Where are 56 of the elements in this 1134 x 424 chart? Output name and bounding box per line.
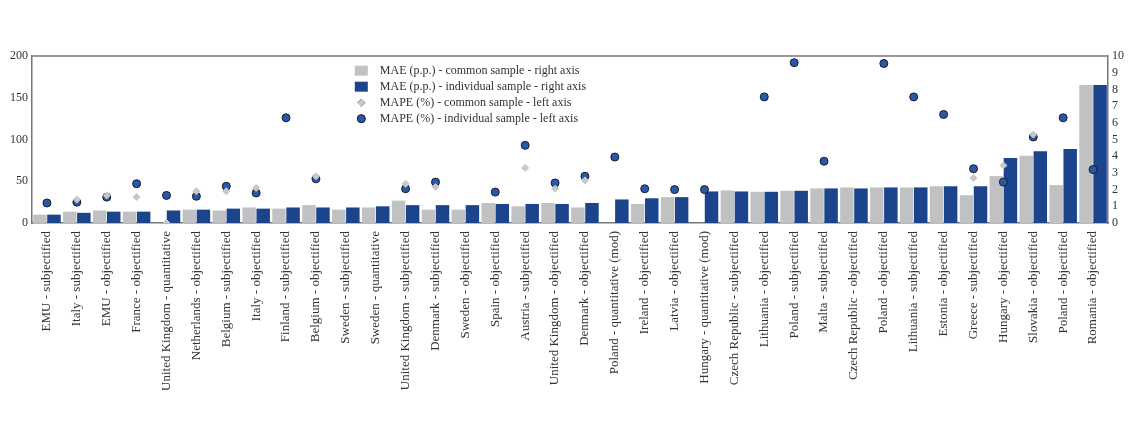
x-tick-label: Belgium - subjectified bbox=[217, 230, 233, 348]
x-tick-label: Austria - subjectified bbox=[516, 230, 532, 341]
x-tick-label: Sweden - subjectified bbox=[337, 230, 353, 344]
y2-tick-label: 7 bbox=[1112, 98, 1118, 113]
y2-tick-label: 1 bbox=[1112, 198, 1118, 213]
x-tick-label: Denmark - objectified bbox=[576, 230, 592, 346]
x-tick-label: Poland - objectified bbox=[1054, 230, 1070, 334]
x-tick-label: United Kingdom - quantitative bbox=[157, 230, 173, 391]
x-tick-label: Greece - subjectified bbox=[964, 230, 980, 340]
x-tick-label: Italy - objectified bbox=[247, 230, 263, 322]
x-tick-label: Spain - objectified bbox=[486, 230, 502, 328]
x-tick-label: Ireland - objectified bbox=[636, 230, 652, 335]
y-tick-label: 50 bbox=[16, 173, 28, 188]
x-tick-label: United Kingdom - subjectified bbox=[397, 230, 413, 391]
x-tick-label: Italy - subjectified bbox=[68, 230, 84, 327]
y2-tick-label: 5 bbox=[1112, 131, 1118, 146]
x-tick-label: Finland - subjectified bbox=[277, 230, 293, 343]
x-tick-label: Hungary - quantitative (mod) bbox=[695, 231, 711, 384]
y-tick-label: 100 bbox=[10, 131, 28, 146]
x-tick-label: Estonia - objectified bbox=[935, 230, 951, 337]
x-tick-label: Latvia - objectified bbox=[666, 230, 682, 331]
x-tick-label: Belgium - objectified bbox=[307, 230, 323, 343]
y-tick-label: 200 bbox=[10, 48, 28, 63]
y2-tick-label: 4 bbox=[1112, 148, 1118, 163]
y-tick-label: 0 bbox=[22, 215, 28, 230]
y2-tick-label: 8 bbox=[1112, 81, 1118, 96]
x-tick-label: EMU - objectified bbox=[98, 230, 114, 327]
legend-label: MAE (p.p.) - individual sample - right axis bbox=[379, 78, 587, 93]
y2-tick-label: 10 bbox=[1112, 48, 1124, 63]
x-tick-label: Romania - objectified bbox=[1084, 230, 1100, 345]
y2-tick-label: 9 bbox=[1112, 64, 1118, 79]
x-tick-label: EMU - subjectified bbox=[38, 230, 54, 332]
x-tick-label: Sweden - quantitative bbox=[367, 230, 383, 345]
x-tick-label: France - objectified bbox=[128, 230, 144, 333]
x-tick-label: United Kingdom - objectified bbox=[546, 230, 562, 386]
x-tick-label: Denmark - subjectified bbox=[426, 230, 442, 351]
y2-tick-label: 3 bbox=[1112, 165, 1118, 180]
legend-label: MAPE (%) - common sample - left axis bbox=[379, 94, 572, 109]
x-tick-label: Czech Republic - objectified bbox=[845, 230, 861, 381]
x-tick-label: Netherlands - objectified bbox=[187, 230, 203, 361]
x-tick-label: Lithuania - subjectified bbox=[905, 230, 921, 353]
x-tick-label: Hungary - objectified bbox=[994, 230, 1010, 343]
legend-label: MAE (p.p.) - common sample - right axis bbox=[379, 62, 580, 77]
x-tick-label: Sweden - objectified bbox=[456, 230, 472, 339]
y2-tick-label: 6 bbox=[1112, 114, 1118, 129]
x-tick-label: Malta - subjectified bbox=[815, 230, 831, 333]
x-tick-label: Slovakia - objectified bbox=[1024, 230, 1040, 343]
x-tick-label: Czech Republic - subjectified bbox=[725, 230, 741, 386]
x-tick-label: Poland - objectified bbox=[875, 230, 891, 334]
x-tick-label: Poland - subjectified bbox=[785, 230, 801, 339]
y2-tick-label: 2 bbox=[1112, 181, 1118, 196]
y-tick-label: 150 bbox=[10, 89, 28, 104]
legend-label: MAPE (%) - individual sample - left axis bbox=[379, 110, 579, 125]
x-tick-label: Poland - quantitative (mod) bbox=[606, 231, 622, 375]
x-tick-label: Lithuania - objectified bbox=[755, 230, 771, 348]
y2-tick-label: 0 bbox=[1112, 215, 1118, 230]
